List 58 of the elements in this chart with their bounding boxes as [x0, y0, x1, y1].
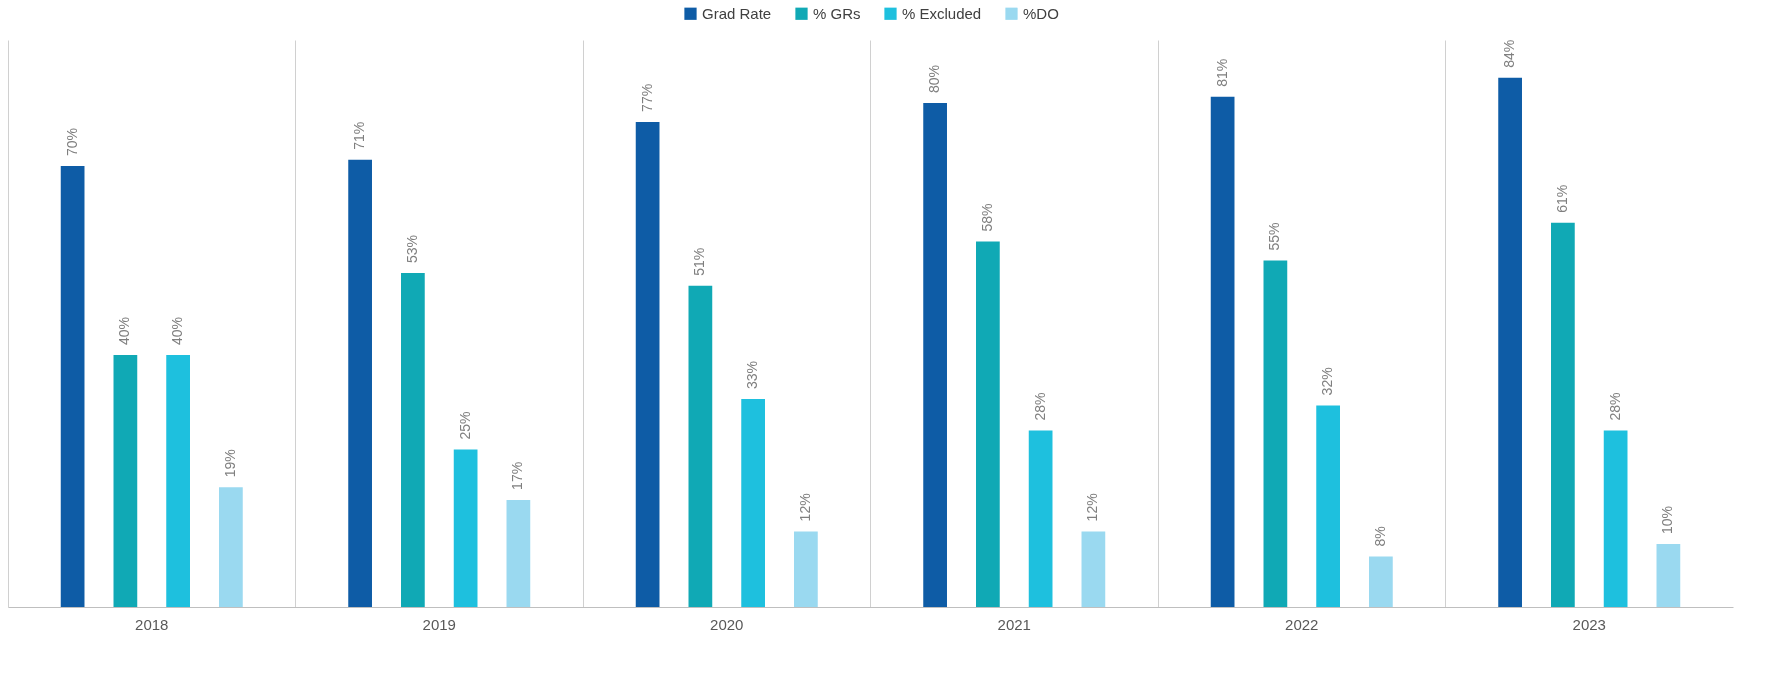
- bar: [348, 159, 372, 607]
- legend-label: %DO: [1023, 4, 1059, 22]
- bar: [1210, 96, 1235, 607]
- bar: [688, 285, 713, 607]
- bar: [1603, 430, 1628, 607]
- data-label: 10%: [1659, 505, 1676, 534]
- bar: [166, 355, 190, 607]
- legend-label: % Excluded: [902, 4, 982, 22]
- bar: [453, 449, 478, 607]
- bar: [741, 399, 765, 607]
- bar: [976, 241, 1000, 607]
- bar: [635, 121, 660, 607]
- x-tick-label: 2023: [1572, 615, 1606, 633]
- data-label: 55%: [1266, 222, 1283, 251]
- data-label: 80%: [926, 64, 943, 93]
- data-label: 40%: [116, 316, 133, 345]
- data-label: 12%: [796, 493, 813, 522]
- data-label: 84%: [1501, 39, 1518, 68]
- data-label: 51%: [691, 247, 708, 276]
- data-label: 17%: [509, 461, 526, 490]
- bar: [1498, 77, 1522, 607]
- data-label: 8%: [1371, 526, 1388, 547]
- x-tick-label: 2021: [997, 615, 1031, 633]
- data-label: 71%: [351, 121, 368, 150]
- bar: [1081, 531, 1106, 607]
- data-label: 40%: [169, 316, 186, 345]
- data-label: 32%: [1319, 367, 1336, 396]
- bar: [1369, 556, 1393, 607]
- data-label: 12%: [1084, 493, 1101, 522]
- data-label: 58%: [978, 203, 995, 232]
- data-label: 25%: [456, 411, 473, 440]
- data-label: 33%: [744, 361, 761, 390]
- bar: [219, 487, 243, 607]
- data-label: 19%: [221, 449, 238, 478]
- bar: [923, 103, 947, 607]
- bar: [1028, 430, 1053, 607]
- bar: [506, 499, 531, 607]
- data-label: 28%: [1031, 392, 1048, 421]
- data-label: 70%: [63, 127, 80, 156]
- legend-label: Grad Rate: [702, 4, 772, 22]
- bar: [1656, 544, 1681, 607]
- bar: [113, 355, 138, 607]
- data-label: 81%: [1213, 58, 1230, 87]
- legend-label: % GRs: [813, 4, 861, 22]
- bar: [794, 531, 818, 607]
- bar: [401, 273, 425, 607]
- x-tick-label: 2018: [135, 615, 169, 633]
- bar: [1263, 260, 1288, 607]
- bar: [60, 166, 85, 607]
- data-label: 53%: [403, 235, 420, 264]
- bar: [1316, 405, 1340, 607]
- data-label: 28%: [1606, 392, 1623, 421]
- x-tick-label: 2022: [1285, 615, 1319, 633]
- bar: [1551, 222, 1575, 607]
- x-tick-label: 2020: [710, 615, 744, 633]
- x-tick-label: 2019: [422, 615, 456, 633]
- data-label: 77%: [638, 83, 655, 112]
- data-label: 61%: [1553, 184, 1570, 213]
